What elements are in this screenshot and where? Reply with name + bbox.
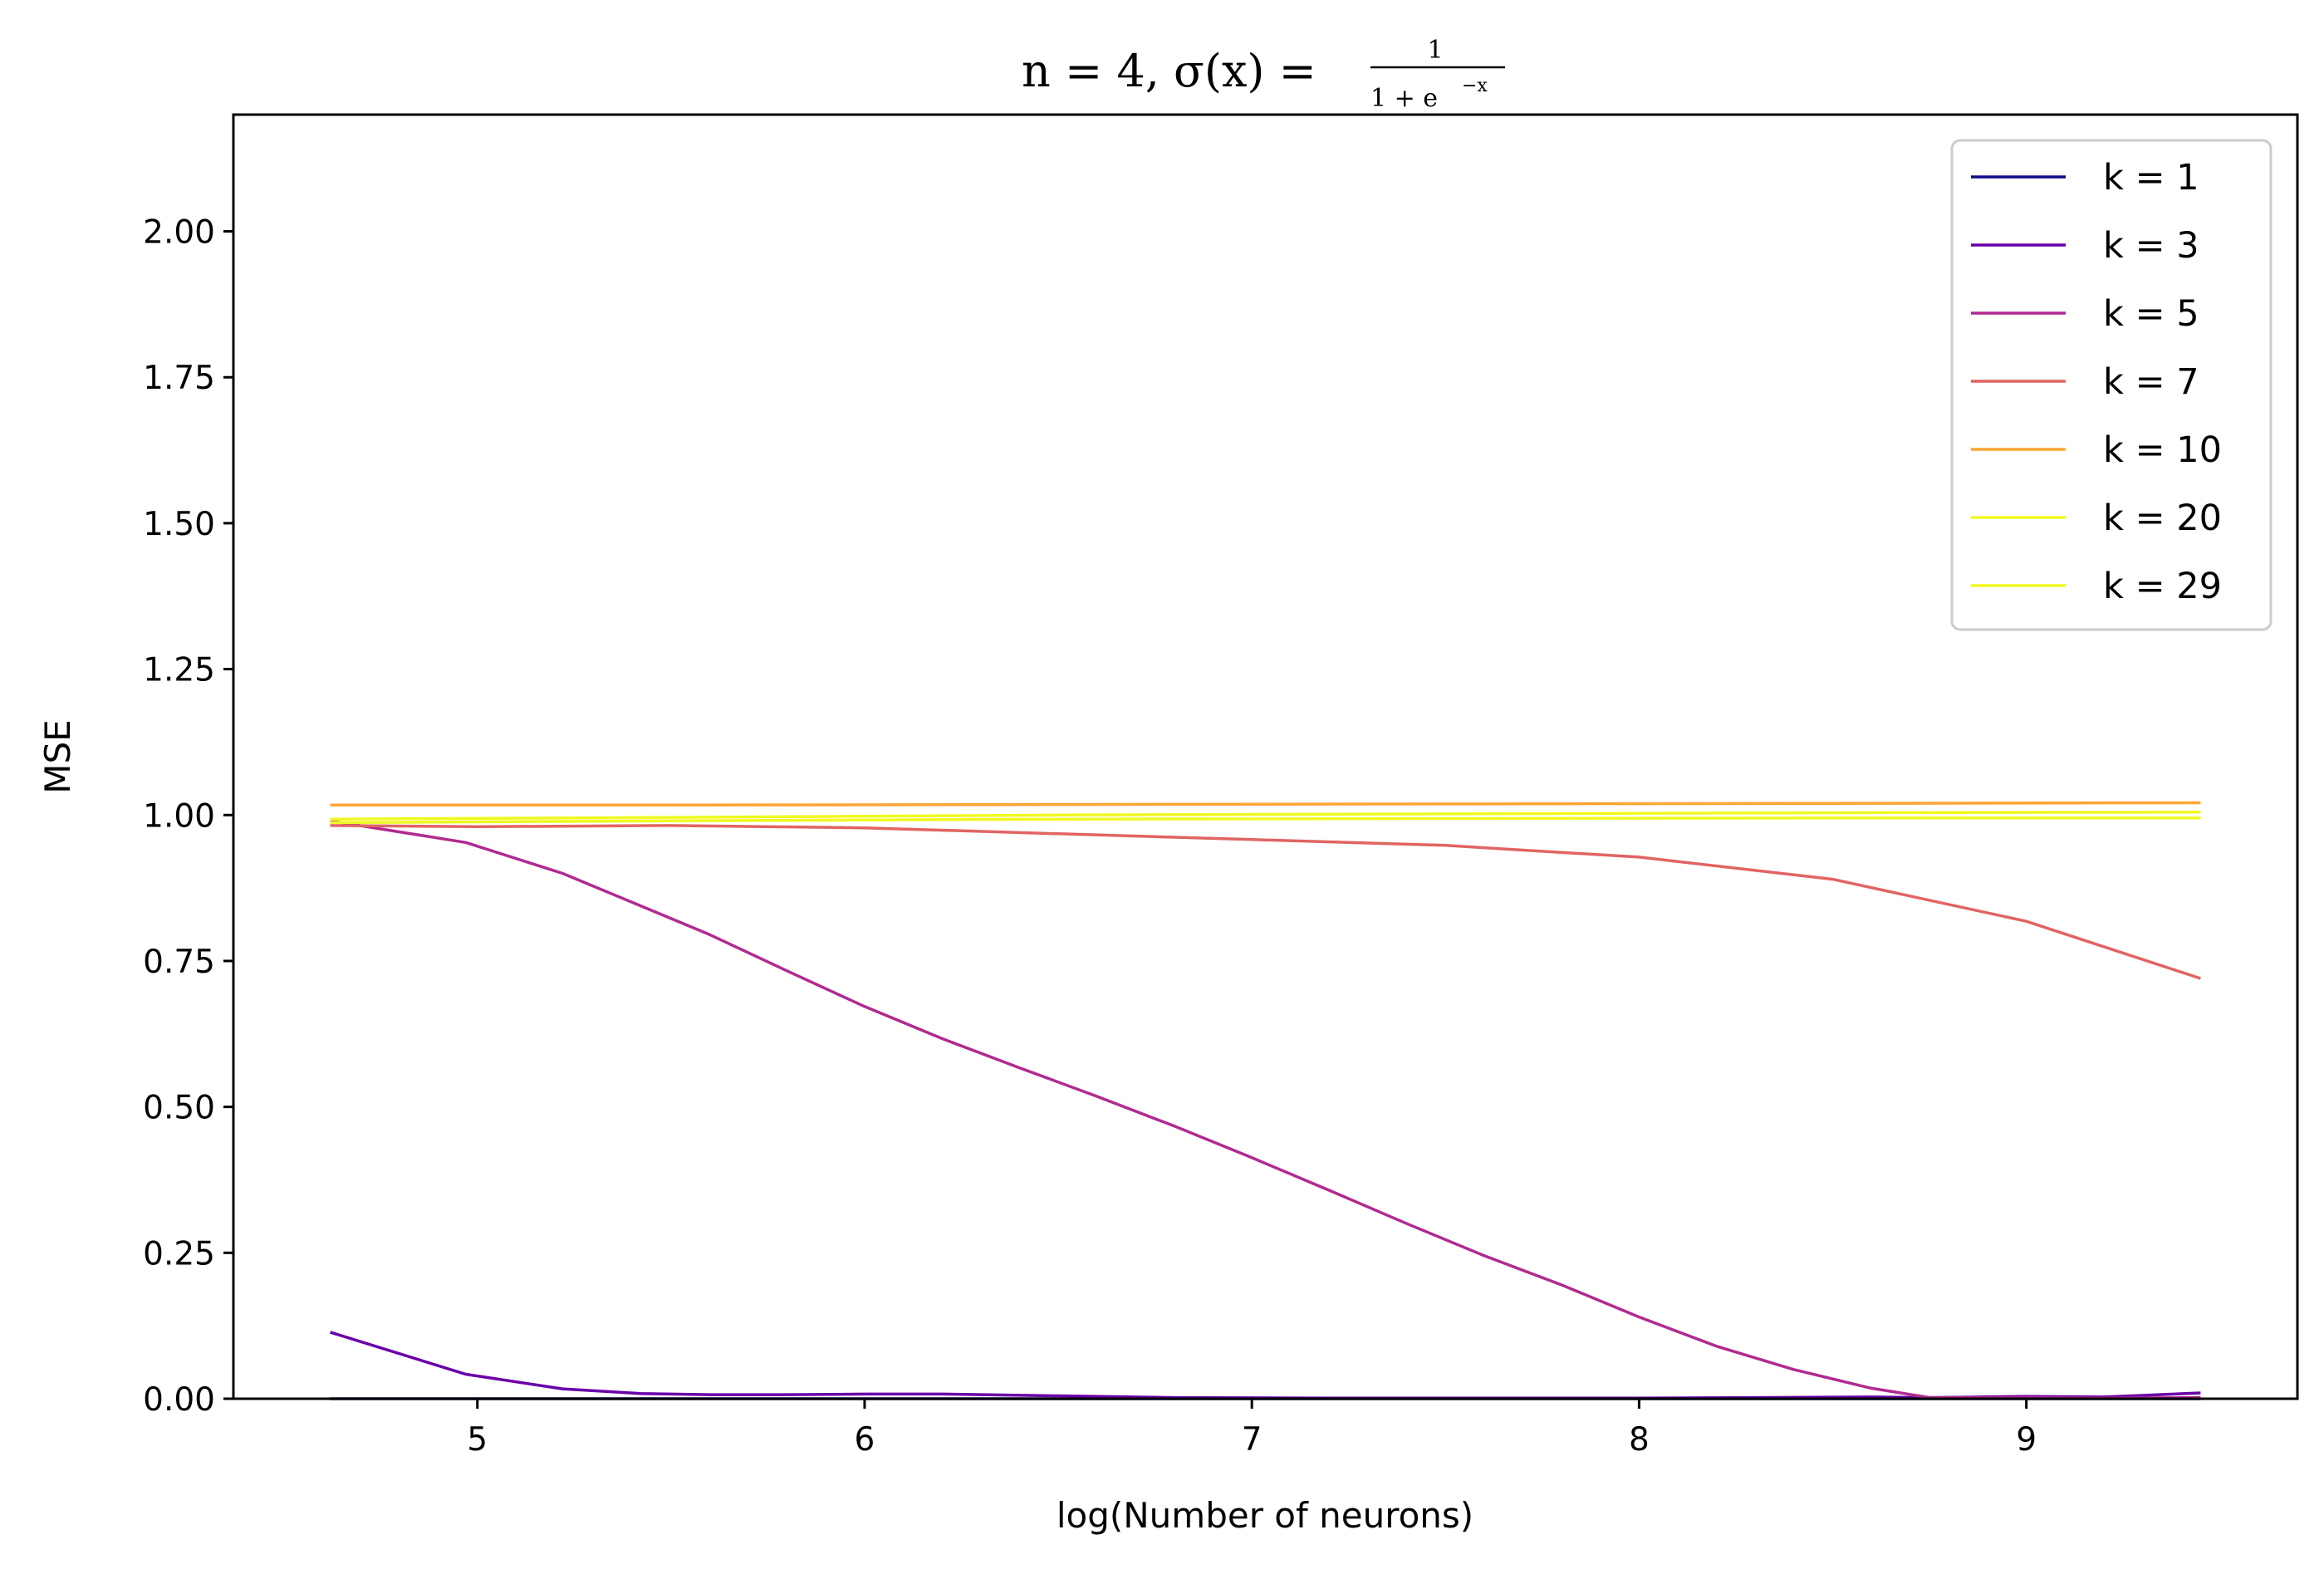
y-axis-ticks: 0.00 0.25 0.50 0.75 1.00 1.25 1.50 1.75 2.00	[143, 214, 233, 1419]
y-tick-label: 0.25	[143, 1235, 215, 1272]
series-line-3	[330, 819, 2201, 1400]
series-line-5	[330, 801, 2201, 807]
x-tick-label: 5	[467, 1421, 488, 1459]
x-axis-ticks: 5 6 7 8 9	[467, 1399, 2037, 1459]
series-line-7	[330, 816, 2201, 825]
data-series	[330, 801, 2201, 1400]
x-tick-label: 6	[855, 1421, 875, 1459]
legend-label-2: k = 3	[2103, 225, 2199, 267]
title-fraction-denominator: 1 + e	[1370, 84, 1438, 113]
title-fraction-exponent: −x	[1462, 76, 1488, 96]
x-axis-title: log(Number of neurons)	[1057, 1495, 1473, 1536]
legend: k = 1 k = 3 k = 5 k = 7 k = 10 k = 20 k = 29	[1950, 139, 2273, 631]
y-tick-label: 1.00	[143, 797, 215, 835]
y-tick-label: 1.25	[143, 652, 215, 689]
chart-title: n = 4, σ(x) = 1 1 + e −x	[1022, 36, 1505, 113]
series-line-2	[330, 1331, 2201, 1400]
y-tick-label: 0.50	[143, 1090, 215, 1127]
title-fraction-numerator: 1	[1427, 36, 1443, 65]
y-tick-label: 0.00	[143, 1381, 215, 1419]
x-tick-label: 8	[1629, 1421, 1650, 1459]
legend-box	[1950, 139, 2273, 631]
y-tick-label: 2.00	[143, 214, 215, 252]
plot-frame	[232, 113, 2299, 1400]
series-line-4	[330, 824, 2201, 980]
y-tick-label: 1.50	[143, 506, 215, 543]
x-tick-label: 9	[2016, 1421, 2037, 1459]
legend-label-1: k = 1	[2103, 157, 2199, 199]
y-axis-title: MSE	[37, 719, 78, 793]
x-tick-label: 7	[1242, 1421, 1263, 1459]
legend-label-3: k = 5	[2103, 293, 2199, 335]
legend-label-7: k = 29	[2103, 566, 2222, 607]
legend-label-6: k = 20	[2103, 498, 2222, 539]
y-tick-label: 1.75	[143, 360, 215, 397]
series-line-6	[330, 811, 2201, 821]
y-tick-label: 0.75	[143, 944, 215, 981]
title-main: n = 4, σ(x) =	[1022, 45, 1316, 97]
legend-label-5: k = 10	[2103, 429, 2222, 471]
legend-label-4: k = 7	[2103, 361, 2199, 403]
